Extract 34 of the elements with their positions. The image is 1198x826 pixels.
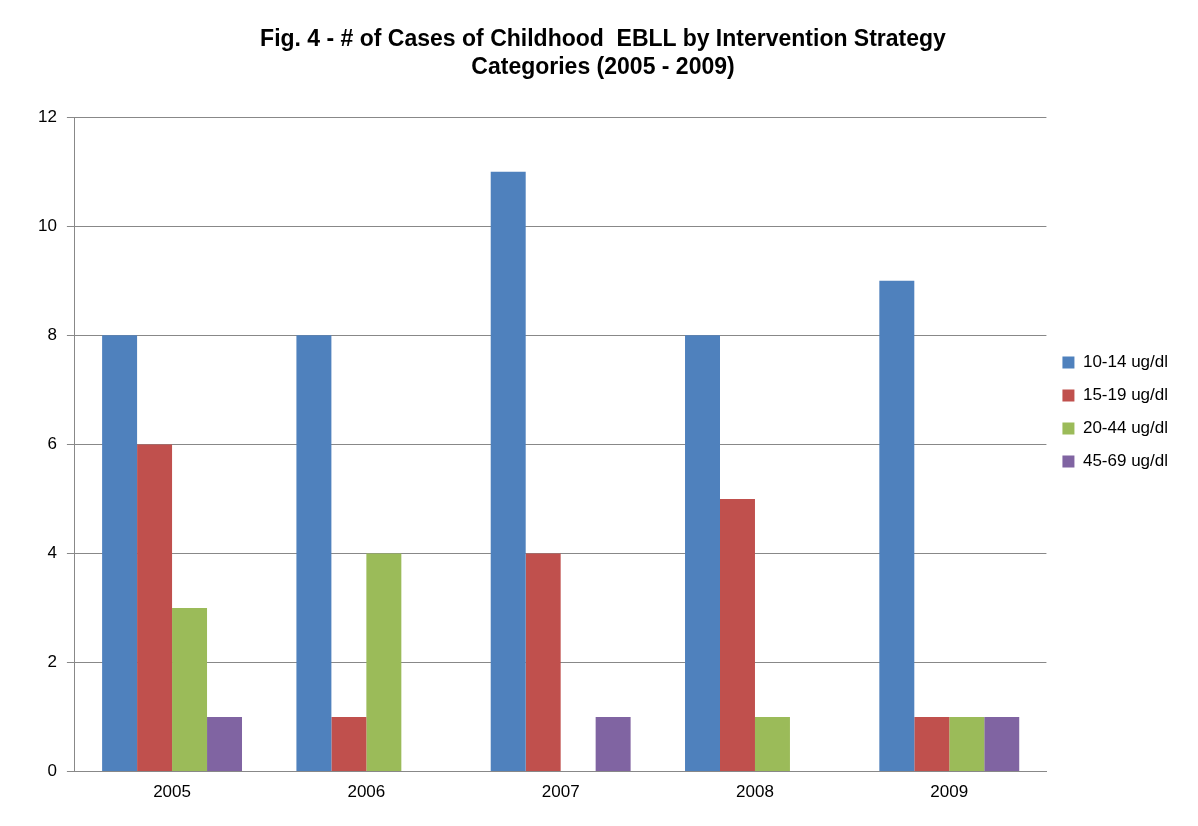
y-tick-label: 2 — [47, 652, 57, 672]
y-tick-label: 6 — [47, 434, 57, 454]
y-tick-label: 10 — [37, 215, 57, 235]
legend-label: 10-14 ug/dl — [1082, 352, 1169, 372]
x-tick-label: 2009 — [930, 782, 969, 802]
bar — [207, 717, 243, 772]
bar — [949, 717, 985, 772]
bar — [102, 335, 138, 772]
x-tick-label: 2008 — [736, 782, 774, 802]
bar — [366, 553, 402, 772]
chart-title: Fig. 4 - # of Cases of Childhood EBLL by Intervention Strategy Categories (2005 - 2009) — [260, 25, 947, 79]
y-tick-label: 0 — [47, 761, 57, 781]
y-tick-label: 4 — [47, 543, 57, 563]
bar — [879, 280, 915, 772]
x-tick-label: 2006 — [347, 782, 386, 802]
bar — [595, 717, 631, 772]
legend-label: 15-19 ug/dl — [1082, 385, 1169, 405]
bar — [525, 553, 561, 772]
bar — [754, 717, 790, 772]
y-tick-label: 12 — [37, 106, 57, 126]
bar — [914, 717, 950, 772]
bar — [720, 498, 755, 772]
y-tick-label: 8 — [47, 325, 57, 345]
bar — [296, 335, 332, 772]
x-tick-label: 2007 — [541, 782, 580, 802]
bar — [984, 717, 1020, 772]
bar — [137, 444, 173, 772]
bar — [331, 717, 367, 772]
bar — [172, 608, 208, 772]
legend-label: 45-69 ug/dl — [1082, 451, 1169, 471]
bar — [685, 335, 720, 772]
x-tick-label: 2005 — [153, 782, 191, 802]
legend-label: 20-44 ug/dl — [1082, 418, 1169, 438]
bar — [490, 171, 526, 772]
